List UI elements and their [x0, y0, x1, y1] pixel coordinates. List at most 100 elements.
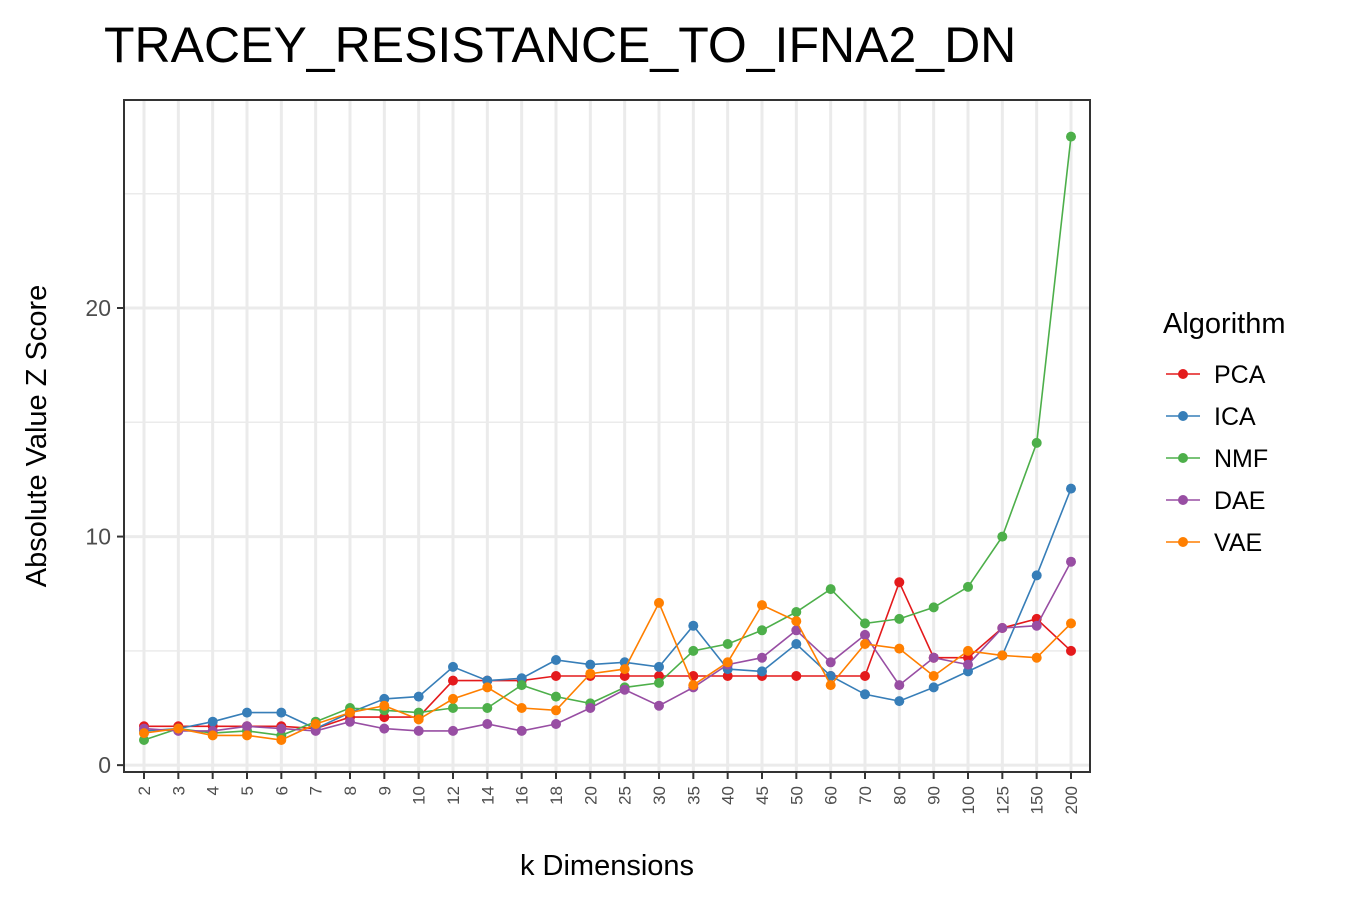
legend-item-pca: PCA — [1166, 361, 1266, 389]
data-point-nmf — [551, 691, 561, 702]
data-point-vae — [379, 700, 390, 711]
data-point-pca — [860, 671, 870, 681]
data-point-dae — [448, 725, 458, 736]
x-tick-label: 125 — [993, 786, 1012, 814]
data-point-dae — [516, 725, 527, 736]
x-tick-label: 60 — [822, 786, 841, 805]
x-tick-label: 18 — [547, 786, 566, 805]
legend-item-dae: DAE — [1166, 487, 1265, 515]
plot-border — [123, 99, 1091, 773]
data-point-nmf — [963, 581, 973, 592]
data-point-dae — [379, 723, 390, 734]
data-point-vae — [276, 735, 287, 745]
data-point-pca — [448, 675, 458, 686]
data-point-dae — [413, 725, 424, 736]
data-point-nmf — [722, 639, 733, 649]
data-point-dae — [619, 684, 630, 695]
data-point-vae — [482, 682, 493, 693]
series-line-vae — [143, 601, 1072, 741]
data-point-nmf — [825, 584, 836, 595]
x-tick-label: 4 — [204, 786, 223, 795]
legend-key-point — [1178, 495, 1188, 505]
data-point-vae — [585, 668, 596, 679]
data-point-ica — [448, 661, 458, 672]
legend-key-point — [1178, 411, 1188, 421]
data-point-dae — [1031, 620, 1042, 631]
data-point-ica — [276, 707, 287, 718]
legend-label: DAE — [1214, 487, 1265, 515]
data-point-nmf — [448, 703, 458, 713]
data-point-vae — [654, 597, 664, 608]
x-tick-label: 90 — [925, 786, 944, 805]
y-axis-title: Absolute Value Z Score — [21, 285, 53, 588]
x-tick-label: 80 — [890, 786, 909, 805]
data-point-dae — [894, 680, 905, 691]
legend-label: PCA — [1214, 361, 1266, 389]
data-point-vae — [551, 705, 561, 716]
data-point-ica — [928, 682, 939, 693]
legend-item-ica: ICA — [1166, 403, 1256, 431]
data-point-ica — [757, 666, 767, 677]
x-tick-label: 8 — [341, 786, 360, 795]
data-point-dae — [963, 659, 973, 670]
legend-label: VAE — [1214, 529, 1262, 557]
x-tick-label: 200 — [1062, 786, 1081, 814]
data-point-pca — [654, 671, 664, 681]
data-point-dae — [860, 629, 870, 640]
x-tick-label: 45 — [753, 786, 772, 805]
y-axis: 0 10 20 — [85, 295, 124, 778]
data-point-vae — [860, 639, 870, 649]
data-point-vae — [310, 719, 321, 729]
y-tick-label: 0 — [98, 752, 111, 778]
data-point-ica — [825, 671, 836, 681]
x-tick-label: 10 — [410, 786, 429, 805]
legend: Algorithm PCA ICA NMF DAE VAE — [1163, 308, 1286, 557]
x-tick-label: 16 — [513, 786, 532, 805]
data-point-vae — [173, 723, 184, 734]
data-point-ica — [894, 696, 905, 707]
data-point-nmf — [997, 531, 1008, 542]
series-line-ica — [143, 488, 1072, 732]
data-point-dae — [482, 719, 493, 729]
data-point-dae — [1066, 556, 1076, 567]
data-point-dae — [928, 652, 939, 663]
data-point-nmf — [791, 607, 802, 617]
x-tick-label: 25 — [616, 786, 635, 805]
data-point-vae — [619, 664, 630, 675]
series-line-nmf — [143, 136, 1072, 741]
data-point-dae — [276, 723, 287, 734]
data-point-ica — [1031, 570, 1042, 581]
data-point-ica — [860, 689, 870, 700]
y-tick-label: 20 — [85, 295, 111, 321]
x-axis-title: k Dimensions — [520, 850, 694, 882]
data-point-nmf — [928, 602, 939, 613]
x-tick-label: 2 — [135, 786, 154, 795]
data-point-vae — [757, 600, 767, 611]
data-point-pca — [619, 671, 630, 681]
data-point-nmf — [654, 677, 664, 688]
series-nmf — [139, 131, 1076, 745]
x-tick-label: 70 — [856, 786, 875, 805]
data-point-ica — [413, 691, 424, 702]
data-point-vae — [242, 730, 252, 741]
data-point-ica — [551, 655, 561, 665]
data-point-vae — [516, 703, 527, 713]
data-point-vae — [1066, 618, 1076, 629]
x-tick-label: 100 — [959, 786, 978, 814]
data-point-vae — [448, 693, 458, 704]
legend-item-nmf: NMF — [1166, 445, 1268, 473]
series-line-pca — [144, 580, 1072, 730]
legend-key-point — [1178, 537, 1188, 547]
legend-item-vae: VAE — [1166, 529, 1262, 557]
legend-key-point — [1178, 369, 1188, 379]
plot-panel — [124, 100, 1090, 772]
data-point-ica — [585, 659, 596, 670]
x-tick-label: 35 — [684, 786, 703, 805]
x-tick-label: 150 — [1028, 786, 1047, 814]
x-tick-label: 7 — [307, 786, 326, 795]
data-point-vae — [1031, 652, 1042, 663]
data-point-dae — [585, 703, 596, 713]
data-point-ica — [688, 620, 699, 631]
data-point-vae — [345, 707, 355, 718]
